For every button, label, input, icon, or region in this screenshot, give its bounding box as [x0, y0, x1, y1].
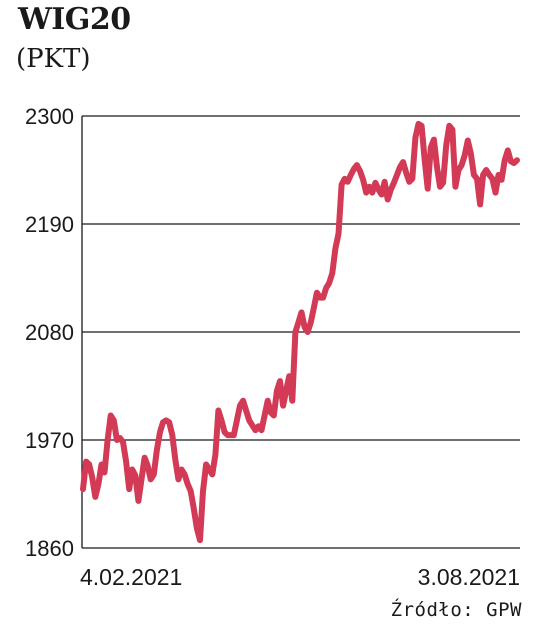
- x-tick-label-end: 3.08.2021: [418, 564, 520, 590]
- x-axis-labels: 4.02.2021 3.08.2021: [80, 564, 520, 590]
- y-tick-label: 1970: [25, 428, 74, 453]
- y-tick-label: 2190: [25, 212, 74, 237]
- plot-area: [80, 120, 520, 544]
- y-tick-label: 2300: [25, 104, 74, 129]
- y-tick-label: 1860: [25, 536, 74, 561]
- y-tick-label: 2080: [25, 320, 74, 345]
- source-note: Źródło: GPW: [390, 599, 522, 621]
- unit-label: (PKT): [16, 44, 91, 74]
- x-tick-label-start: 4.02.2021: [80, 564, 182, 590]
- chart-title: WIG20: [18, 2, 131, 37]
- y-axis-labels: 2300 2190 2080 1970 1860: [25, 104, 74, 561]
- series-line: [80, 120, 520, 544]
